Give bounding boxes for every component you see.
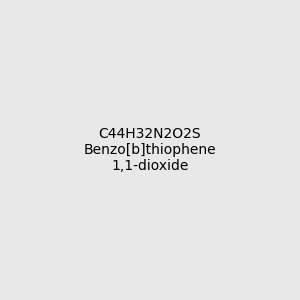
Text: C44H32N2O2S
Benzo[b]thiophene
1,1-dioxide: C44H32N2O2S Benzo[b]thiophene 1,1-dioxid… [84, 127, 216, 173]
